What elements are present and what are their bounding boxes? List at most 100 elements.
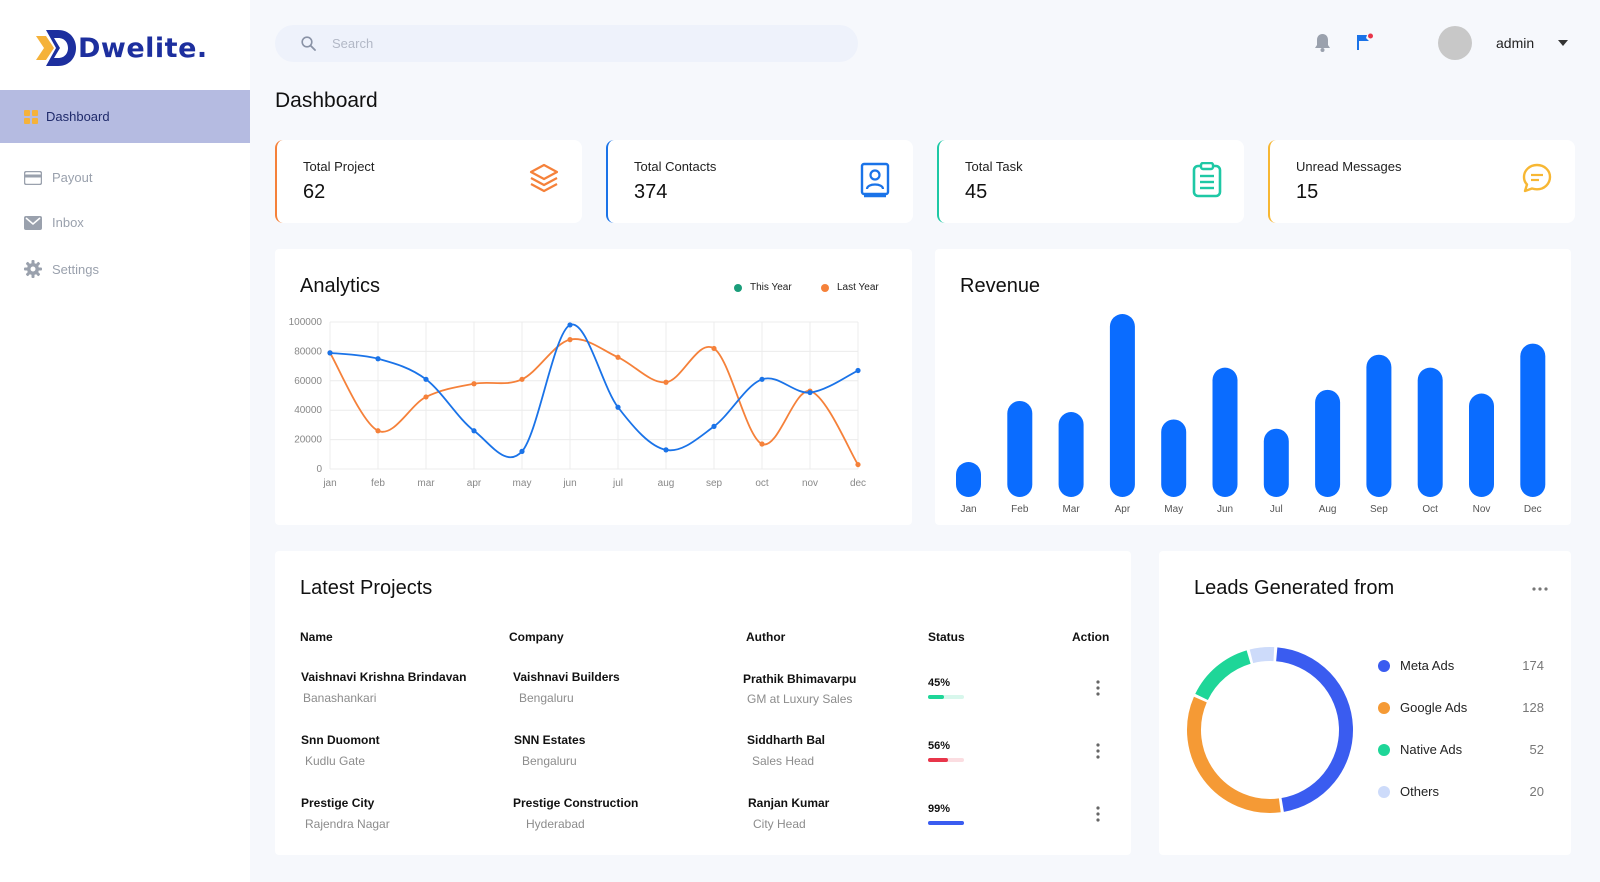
y-tick-label: 0 <box>316 464 322 475</box>
layers-icon <box>529 163 559 193</box>
search-input[interactable] <box>332 36 812 51</box>
revenue-bar[interactable] <box>1315 389 1341 497</box>
brand-logo[interactable]: Dwelite. <box>36 28 208 68</box>
sidebar-item-label: Payout <box>52 170 93 185</box>
lead-count: 20 <box>1529 784 1544 799</box>
stat-value: 15 <box>1296 181 1319 203</box>
stat-title: Total Project <box>303 159 375 174</box>
data-point[interactable] <box>759 441 765 447</box>
data-point[interactable] <box>375 356 381 362</box>
data-point[interactable] <box>375 428 381 434</box>
sidebar-item-inbox[interactable]: Inbox <box>24 215 84 230</box>
legend-dot <box>1378 659 1390 672</box>
revenue-bar[interactable] <box>1109 314 1135 497</box>
data-point[interactable] <box>615 354 621 360</box>
slice-native-ads[interactable] <box>1195 650 1251 701</box>
y-tick-label: 100000 <box>289 317 323 328</box>
x-tick-label: Apr <box>1115 504 1131 515</box>
revenue-bar[interactable] <box>1058 412 1084 497</box>
data-point[interactable] <box>567 322 573 328</box>
bell-icon[interactable] <box>1314 33 1331 52</box>
lead-item-others: Others 20 <box>1378 784 1544 799</box>
data-point[interactable] <box>711 423 717 429</box>
leads-donut-chart <box>1187 647 1353 813</box>
project-name: Vaishnavi Krishna Brindavan <box>301 670 467 684</box>
data-point[interactable] <box>663 447 669 453</box>
gear-icon <box>24 260 42 278</box>
revenue-bar[interactable] <box>1263 428 1289 497</box>
revenue-bar[interactable] <box>1520 343 1546 497</box>
data-point[interactable] <box>759 376 765 382</box>
data-point[interactable] <box>519 448 525 454</box>
sidebar: Dwelite. Dashboard Payout Inbox <box>0 0 250 882</box>
sidebar-item-payout[interactable]: Payout <box>24 170 92 185</box>
brand-name: Dwelite. <box>78 32 208 64</box>
stat-title: Unread Messages <box>1296 159 1402 174</box>
data-point[interactable] <box>615 404 621 410</box>
stat-title: Total Task <box>965 159 1023 174</box>
project-author: Ranjan Kumar <box>748 796 830 810</box>
search-bar[interactable] <box>275 25 858 62</box>
data-point[interactable] <box>807 389 813 396</box>
more-vertical-icon[interactable] <box>1096 743 1100 759</box>
flag-icon[interactable] <box>1355 33 1374 52</box>
lead-label: Others <box>1400 784 1440 799</box>
revenue-bar[interactable] <box>1366 354 1392 497</box>
x-tick-label: nov <box>802 478 818 489</box>
x-tick-label: May <box>1164 504 1183 515</box>
x-tick-label: Oct <box>1422 504 1438 515</box>
project-author: Prathik Bhimavarpu <box>743 672 857 686</box>
status-progress-bar <box>928 695 964 699</box>
data-point[interactable] <box>855 461 861 468</box>
sidebar-item-dashboard[interactable]: Dashboard <box>0 90 250 143</box>
chevron-down-icon[interactable] <box>1558 40 1568 46</box>
data-point[interactable] <box>567 337 573 343</box>
column-header-author: Author <box>746 630 786 644</box>
data-point[interactable] <box>855 367 861 374</box>
revenue-bar[interactable] <box>1007 400 1033 497</box>
stat-card-total-contacts[interactable]: Total Contacts 374 <box>606 140 913 223</box>
x-tick-label: jun <box>562 478 576 489</box>
data-point[interactable] <box>471 381 477 387</box>
author-role: GM at Luxury Sales <box>747 692 853 706</box>
stat-card-total-task[interactable]: Total Task 45 <box>937 140 1244 223</box>
avatar[interactable] <box>1438 26 1472 60</box>
status-progress-fill <box>928 695 945 699</box>
card-icon <box>24 170 42 185</box>
lead-label: Native Ads <box>1400 742 1463 757</box>
slice-others[interactable] <box>1249 647 1275 664</box>
more-vertical-icon[interactable] <box>1096 680 1100 696</box>
revenue-bar[interactable] <box>956 462 981 497</box>
stat-card-unread-messages[interactable]: Unread Messages 15 <box>1268 140 1575 223</box>
data-point[interactable] <box>711 345 717 352</box>
data-point[interactable] <box>423 376 429 382</box>
analytics-title: Analytics <box>300 275 381 297</box>
revenue-bar[interactable] <box>1469 393 1494 497</box>
page-title: Dashboard <box>275 89 378 112</box>
legend-dot <box>1378 785 1390 798</box>
revenue-bar[interactable] <box>1161 419 1187 497</box>
x-tick-label: Jun <box>1217 504 1233 515</box>
slice-meta-ads[interactable] <box>1276 647 1353 812</box>
data-point[interactable] <box>327 350 333 356</box>
data-point[interactable] <box>471 428 477 434</box>
data-point[interactable] <box>423 394 429 400</box>
contact-book-icon <box>860 162 890 198</box>
lead-label: Google Ads <box>1400 700 1468 715</box>
stat-value: 374 <box>634 181 668 203</box>
x-tick-label: aug <box>658 478 675 489</box>
more-vertical-icon[interactable] <box>1096 806 1100 822</box>
sidebar-item-settings[interactable]: Settings <box>24 260 99 278</box>
revenue-bar[interactable] <box>1417 367 1443 497</box>
user-name[interactable]: admin <box>1496 35 1535 51</box>
more-horizontal-icon[interactable] <box>1532 587 1548 591</box>
status-percent: 99% <box>928 803 951 815</box>
revenue-bar[interactable] <box>1212 367 1238 497</box>
slice-google-ads[interactable] <box>1187 696 1281 813</box>
data-point[interactable] <box>663 379 669 385</box>
stat-card-total-project[interactable]: Total Project 62 <box>275 140 582 223</box>
project-location: Banashankari <box>303 691 377 705</box>
status-progress-bar <box>928 758 964 762</box>
sidebar-item-label: Inbox <box>52 215 84 230</box>
data-point[interactable] <box>519 376 525 382</box>
